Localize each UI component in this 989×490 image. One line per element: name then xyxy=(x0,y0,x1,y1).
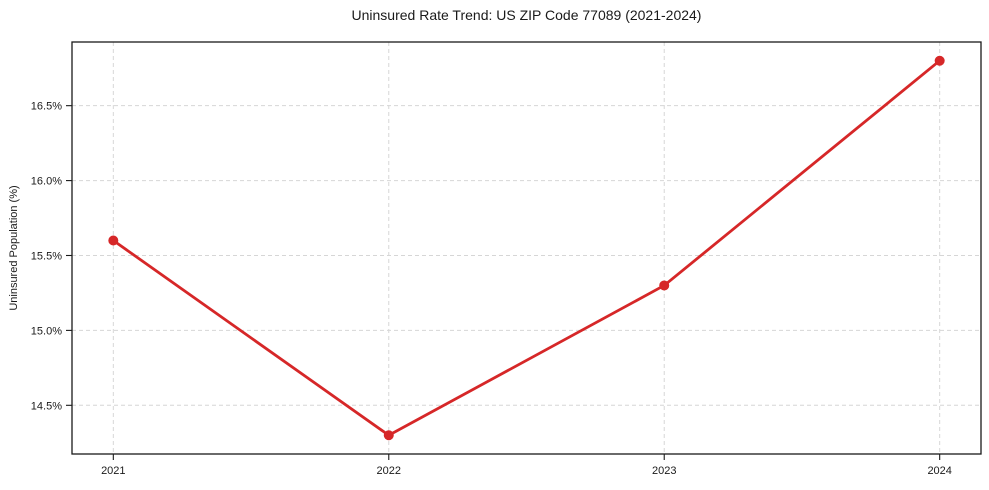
x-tick-label: 2021 xyxy=(101,465,125,477)
x-tick-label: 2024 xyxy=(927,465,951,477)
plot-border xyxy=(71,41,982,455)
y-tick-label: 16.0% xyxy=(31,176,62,188)
y-axis-label: Uninsured Population (%) xyxy=(8,185,20,311)
trend-line xyxy=(111,59,942,437)
x-tick-label: 2023 xyxy=(652,465,676,477)
chart-title: Uninsured Rate Trend: US ZIP Code 77089 … xyxy=(351,7,702,23)
data-point xyxy=(108,235,119,246)
y-tick-label: 14.5% xyxy=(31,400,62,412)
y-tick-label: 15.5% xyxy=(31,250,62,262)
data-point xyxy=(659,280,670,291)
data-point xyxy=(934,55,945,66)
data-point xyxy=(383,430,394,441)
y-tick-label: 15.0% xyxy=(31,325,62,337)
y-tick-label: 16.5% xyxy=(31,101,62,113)
x-tick-label: 2022 xyxy=(377,465,401,477)
